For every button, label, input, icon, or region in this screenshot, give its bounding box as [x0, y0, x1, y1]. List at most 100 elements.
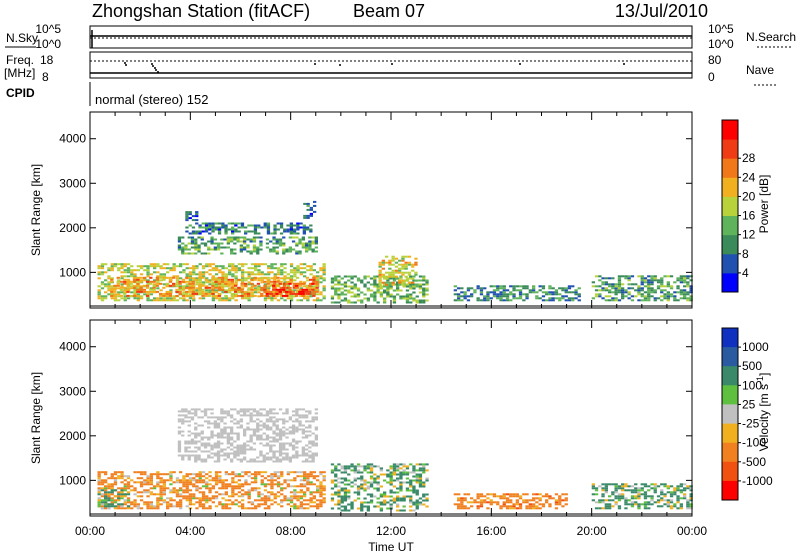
velocity-cell [312, 501, 316, 504]
velocity-cell [309, 473, 313, 476]
velocity-cell [676, 489, 680, 492]
velocity-cell [192, 473, 196, 476]
power-cell [143, 293, 147, 296]
power-cell [405, 295, 410, 298]
power-cell [194, 244, 198, 247]
power-cell [594, 293, 599, 296]
power-cell [299, 299, 303, 302]
power-cell [683, 289, 687, 292]
velocity-cell [220, 412, 224, 415]
power-cell [683, 297, 687, 300]
velocity-cell [282, 418, 286, 421]
velocity-cell [369, 485, 374, 488]
velocity-cell [262, 426, 266, 429]
velocity-cell [208, 489, 212, 492]
velocity-cell [156, 473, 160, 476]
velocity-cell [221, 481, 225, 484]
power-cell [401, 271, 405, 274]
velocity-cell [285, 420, 289, 423]
velocity-cell [226, 434, 230, 437]
power-cell [319, 269, 323, 272]
velocity-cell [223, 448, 227, 451]
power-cell [404, 255, 408, 258]
velocity-cell [267, 505, 271, 508]
velocity-cell [683, 489, 687, 492]
power-cell [240, 224, 245, 227]
velocity-cell [643, 493, 648, 496]
power-cell [389, 295, 393, 298]
velocity-colorbar-frame [721, 327, 739, 501]
velocity-cell [457, 493, 461, 496]
velocity-cell [257, 503, 261, 506]
power-cell [598, 275, 602, 278]
velocity-cell [218, 503, 222, 506]
power-cell [388, 271, 392, 274]
power-cell [288, 246, 292, 249]
velocity-cell [187, 424, 191, 427]
velocity-cell [412, 501, 416, 504]
velocity-cell [293, 505, 297, 508]
velocity-cell [213, 454, 217, 457]
power-cell [178, 292, 182, 295]
power-cell [247, 297, 251, 300]
velocity-cell [295, 452, 299, 455]
power-cell [405, 301, 410, 304]
power-cell [187, 252, 191, 255]
velocity-cell [314, 444, 318, 447]
velocity-cell [422, 499, 426, 502]
power-cell [489, 285, 493, 288]
power-cell [356, 293, 361, 296]
power-cell [145, 286, 150, 289]
power-cell [538, 297, 542, 300]
power-cell [192, 269, 196, 272]
power-cell [126, 282, 130, 285]
power-cell [184, 248, 188, 251]
power-cell [608, 295, 612, 298]
velocity-cell [409, 495, 413, 498]
power-cell [409, 285, 413, 288]
power-cell [399, 297, 403, 300]
power-cell [409, 293, 413, 296]
velocity-cell [340, 477, 344, 480]
velocity-cell [185, 489, 189, 492]
velocity-cell [230, 414, 234, 417]
velocity-cell [100, 489, 105, 492]
power-cell [117, 293, 121, 296]
power-cell [244, 297, 248, 300]
velocity-cell [146, 503, 150, 506]
velocity-cell [412, 491, 416, 494]
velocity-cell [185, 491, 189, 494]
power-cell [422, 279, 426, 282]
power-cell [306, 216, 310, 219]
power-cell [217, 228, 222, 231]
velocity-cell [278, 452, 283, 455]
velocity-colorbar-tick-label: -500 [742, 455, 766, 469]
power-cell [120, 297, 124, 300]
power-y-tick-label: 4000 [59, 132, 86, 146]
power-cell [545, 291, 549, 294]
power-cell [263, 294, 267, 297]
power-cell [169, 299, 173, 302]
velocity-cell [396, 477, 400, 480]
velocity-cell [243, 448, 247, 451]
power-cell [309, 265, 313, 268]
velocity-cell [340, 465, 344, 468]
power-cell [483, 297, 487, 300]
velocity-cell [319, 503, 323, 506]
velocity-cell [181, 430, 185, 433]
power-cell [379, 295, 383, 298]
power-cell [149, 288, 153, 291]
power-cell [263, 284, 267, 287]
power-cell [205, 265, 209, 268]
power-cell [286, 285, 290, 288]
velocity-cell [379, 495, 383, 498]
velocity-cell [126, 491, 131, 494]
velocity-cell [360, 475, 364, 478]
velocity-cell [298, 440, 302, 443]
power-cell [117, 269, 121, 272]
velocity-cell [611, 483, 615, 486]
power-cell [401, 283, 405, 286]
velocity-cell [237, 485, 241, 488]
power-cell [123, 269, 127, 272]
power-cell [217, 276, 221, 279]
